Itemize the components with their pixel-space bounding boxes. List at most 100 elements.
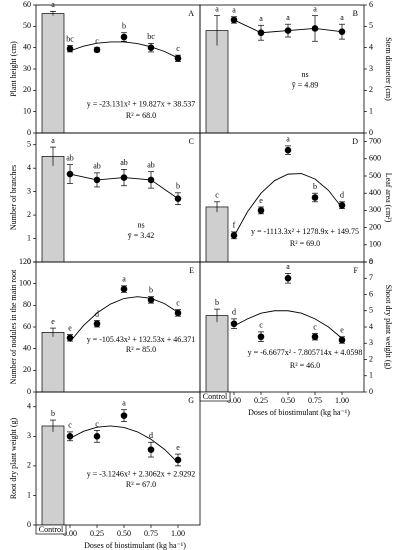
- point: [174, 195, 182, 202]
- x-tick-label: 0.75: [144, 529, 158, 538]
- point-letter: ab: [93, 162, 101, 171]
- point-letter: c: [313, 322, 317, 331]
- annotation: R² = 85.0: [126, 345, 156, 354]
- panel-letter: D: [352, 137, 358, 146]
- x-tick-label: 0.25: [254, 396, 268, 405]
- point: [338, 336, 346, 344]
- point-letter: bc: [147, 32, 155, 41]
- y-tick-label: 4: [27, 163, 31, 172]
- y-tick-label: 1: [369, 371, 373, 380]
- panel-letter: F: [354, 266, 359, 275]
- point: [147, 176, 155, 184]
- y-tick-label: 0: [27, 128, 31, 137]
- point-letter: c: [176, 44, 180, 53]
- trend-curve: [69, 296, 179, 343]
- y-tick-label: 600: [369, 154, 381, 163]
- point: [147, 446, 155, 453]
- point-letter: c: [95, 36, 99, 45]
- panel-letter: A: [188, 9, 194, 18]
- control-letter: a: [51, 0, 55, 9]
- point-letter: b: [313, 182, 317, 191]
- annotation: ȳ = 3.42: [128, 231, 155, 240]
- annotation: y = -1113.3x² + 1278.9x + 149.75: [251, 227, 359, 236]
- y-tick-label: 2: [369, 354, 373, 363]
- point: [284, 146, 292, 154]
- x-tick-label: 0.50: [281, 396, 295, 405]
- point: [66, 170, 74, 178]
- point-letter: b: [122, 22, 126, 31]
- point: [174, 55, 182, 62]
- annotation: y = -23.131x² + 19.827x + 38.537: [87, 100, 196, 109]
- y-tick-label: 4: [369, 42, 373, 51]
- trend-curve: [69, 41, 179, 59]
- point: [230, 232, 238, 239]
- trend-curve: [69, 425, 179, 463]
- y-tick-label: 700: [369, 136, 381, 145]
- y-tick-label: 3: [27, 186, 31, 195]
- trend-curve: [233, 310, 343, 339]
- annotation: ns: [301, 70, 308, 79]
- point: [230, 320, 238, 328]
- y-tick-label: 6: [369, 0, 373, 9]
- point-letter: ab: [147, 161, 155, 170]
- x-axis-label: Doses of biostimulant (kg ha⁻¹): [84, 541, 186, 550]
- panel-letter: E: [189, 266, 194, 275]
- y-tick-label: 40: [23, 343, 31, 352]
- y-tick-label: 1: [369, 106, 373, 115]
- annotation: ns: [137, 221, 144, 230]
- y-tick-label: 2: [369, 85, 373, 94]
- point: [66, 334, 74, 342]
- y-tick-label: 5: [369, 306, 373, 315]
- panel-frame: [35, 391, 201, 526]
- point: [66, 45, 74, 53]
- y-axis-label: Leaf area (cm²): [384, 173, 393, 223]
- annotation: y = -6.6677x² - 7.805714x + 4.0598: [248, 348, 363, 357]
- y-tick-label: 4: [369, 322, 373, 331]
- y-tick-label: 0: [369, 128, 373, 137]
- point-letter: d: [340, 191, 344, 200]
- x-tick-label: 0.00: [63, 529, 77, 538]
- point: [257, 29, 265, 37]
- point-letter: c: [68, 421, 72, 430]
- point: [93, 433, 101, 440]
- trend-curve: [233, 173, 343, 237]
- control-label: Control: [39, 525, 64, 534]
- y-axis-label: Plant height (cm): [9, 41, 18, 97]
- point-letter: a: [340, 13, 344, 22]
- y-tick-label: 2: [27, 461, 31, 470]
- point-letter: a: [122, 275, 126, 284]
- y-axis-label: Shoot dry plant weight (g): [384, 285, 393, 370]
- y-tick-label: 1: [27, 490, 31, 499]
- point: [120, 412, 128, 419]
- point: [311, 25, 319, 32]
- point-letter: a: [286, 13, 290, 22]
- point-letter: a: [122, 399, 126, 408]
- control-letter: b: [215, 298, 219, 307]
- point-letter: c: [95, 419, 99, 428]
- control-bar: [205, 315, 229, 393]
- panel-letter: C: [189, 137, 194, 146]
- point-letter: a: [286, 135, 290, 144]
- y-axis-label: Stem diameter (cm): [384, 37, 393, 101]
- y-tick-label: 0: [27, 257, 31, 266]
- point: [147, 296, 155, 304]
- x-tick-label: 0.50: [117, 529, 131, 538]
- control-letter: e: [51, 317, 55, 326]
- point-letter: c: [176, 298, 180, 307]
- point-letter: e: [259, 196, 263, 205]
- control-label-box: [35, 524, 67, 535]
- point: [120, 285, 128, 293]
- annotation: y = -105.43x² + 132.53x + 46.371: [87, 335, 196, 344]
- y-tick-label: 4: [27, 402, 31, 411]
- point: [147, 44, 155, 51]
- control-bar: [205, 206, 229, 263]
- point-letter: d: [232, 308, 236, 317]
- point: [257, 333, 265, 341]
- y-tick-label: 60: [23, 0, 31, 9]
- point: [284, 27, 292, 34]
- x-tick-label: 0.25: [90, 529, 104, 538]
- y-tick-label: 120: [19, 257, 31, 266]
- y-tick-label: 300: [369, 205, 381, 214]
- point: [338, 28, 346, 35]
- annotation: R² = 69.0: [290, 239, 320, 248]
